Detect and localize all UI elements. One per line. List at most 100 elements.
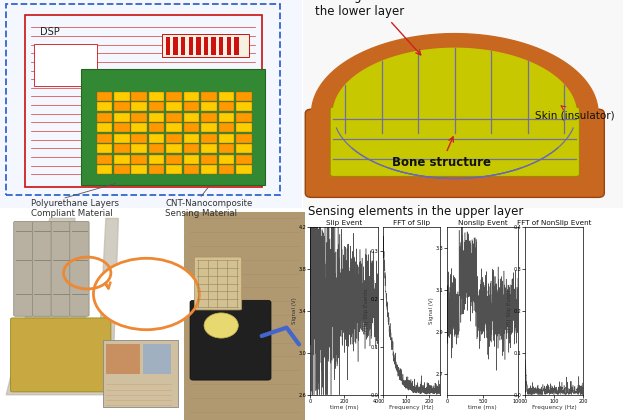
Text: CNT-Nanocomposite
Sensing Material: CNT-Nanocomposite Sensing Material: [165, 199, 252, 218]
FancyBboxPatch shape: [201, 155, 217, 164]
FancyBboxPatch shape: [181, 37, 185, 55]
X-axis label: Frequency (Hz): Frequency (Hz): [389, 405, 434, 410]
FancyBboxPatch shape: [131, 92, 147, 101]
FancyBboxPatch shape: [81, 69, 265, 185]
FancyBboxPatch shape: [97, 113, 112, 122]
FancyBboxPatch shape: [194, 257, 242, 310]
Title: FFT of Slip: FFT of Slip: [393, 220, 430, 226]
FancyBboxPatch shape: [97, 102, 112, 111]
FancyBboxPatch shape: [131, 144, 147, 153]
FancyBboxPatch shape: [219, 144, 234, 153]
Circle shape: [93, 258, 199, 330]
FancyBboxPatch shape: [219, 92, 234, 101]
FancyBboxPatch shape: [201, 134, 217, 143]
FancyBboxPatch shape: [236, 123, 252, 132]
FancyBboxPatch shape: [149, 144, 164, 153]
FancyBboxPatch shape: [149, 155, 164, 164]
Y-axis label: Signal (V): Signal (V): [429, 297, 434, 324]
FancyBboxPatch shape: [149, 134, 164, 143]
Ellipse shape: [204, 313, 238, 338]
FancyBboxPatch shape: [51, 221, 70, 316]
FancyBboxPatch shape: [190, 300, 271, 380]
Text: Polyurethane Layers
Compliant Material: Polyurethane Layers Compliant Material: [31, 199, 119, 218]
FancyBboxPatch shape: [97, 134, 112, 143]
FancyBboxPatch shape: [114, 134, 130, 143]
FancyBboxPatch shape: [14, 221, 33, 316]
Title: Slip Event: Slip Event: [326, 220, 362, 226]
FancyBboxPatch shape: [114, 113, 130, 122]
FancyBboxPatch shape: [173, 37, 178, 55]
FancyBboxPatch shape: [219, 102, 234, 111]
FancyBboxPatch shape: [184, 92, 199, 101]
FancyBboxPatch shape: [149, 123, 164, 132]
FancyBboxPatch shape: [236, 113, 252, 122]
FancyBboxPatch shape: [114, 155, 130, 164]
FancyBboxPatch shape: [184, 113, 199, 122]
FancyBboxPatch shape: [149, 165, 164, 174]
FancyBboxPatch shape: [131, 113, 147, 122]
FancyBboxPatch shape: [236, 102, 252, 111]
FancyBboxPatch shape: [184, 144, 199, 153]
FancyBboxPatch shape: [131, 102, 147, 111]
FancyBboxPatch shape: [114, 102, 130, 111]
Text: Sensing elements in
the lower layer: Sensing elements in the lower layer: [315, 0, 435, 55]
FancyBboxPatch shape: [166, 102, 182, 111]
FancyBboxPatch shape: [219, 165, 234, 174]
FancyBboxPatch shape: [97, 155, 112, 164]
FancyBboxPatch shape: [97, 123, 112, 132]
FancyBboxPatch shape: [236, 134, 252, 143]
FancyBboxPatch shape: [184, 134, 199, 143]
FancyBboxPatch shape: [0, 0, 302, 208]
FancyBboxPatch shape: [305, 109, 604, 197]
FancyBboxPatch shape: [196, 37, 201, 55]
FancyBboxPatch shape: [303, 0, 623, 208]
FancyBboxPatch shape: [330, 107, 579, 176]
Title: FFT of NonSlip Event: FFT of NonSlip Event: [517, 220, 591, 226]
FancyBboxPatch shape: [184, 102, 199, 111]
FancyBboxPatch shape: [166, 165, 182, 174]
FancyBboxPatch shape: [0, 210, 184, 420]
FancyBboxPatch shape: [97, 144, 112, 153]
FancyBboxPatch shape: [103, 340, 178, 407]
FancyBboxPatch shape: [201, 165, 217, 174]
FancyBboxPatch shape: [204, 37, 208, 55]
FancyBboxPatch shape: [219, 37, 224, 55]
Y-axis label: Signal (V): Signal (V): [292, 297, 297, 324]
FancyBboxPatch shape: [131, 134, 147, 143]
Polygon shape: [312, 34, 598, 113]
FancyBboxPatch shape: [114, 144, 130, 153]
FancyBboxPatch shape: [97, 165, 112, 174]
FancyBboxPatch shape: [149, 92, 164, 101]
FancyBboxPatch shape: [236, 165, 252, 174]
FancyBboxPatch shape: [184, 123, 199, 132]
FancyBboxPatch shape: [234, 37, 239, 55]
FancyBboxPatch shape: [236, 155, 252, 164]
FancyBboxPatch shape: [106, 344, 140, 374]
FancyBboxPatch shape: [166, 144, 182, 153]
FancyBboxPatch shape: [166, 92, 182, 101]
FancyBboxPatch shape: [227, 37, 231, 55]
FancyBboxPatch shape: [131, 155, 147, 164]
FancyBboxPatch shape: [11, 318, 111, 392]
FancyBboxPatch shape: [236, 92, 252, 101]
X-axis label: time (ms): time (ms): [330, 405, 358, 410]
FancyBboxPatch shape: [114, 92, 130, 101]
FancyBboxPatch shape: [114, 165, 130, 174]
FancyBboxPatch shape: [32, 221, 52, 316]
FancyBboxPatch shape: [201, 92, 217, 101]
FancyBboxPatch shape: [149, 102, 164, 111]
FancyBboxPatch shape: [184, 155, 199, 164]
FancyBboxPatch shape: [166, 123, 182, 132]
X-axis label: Frequency (Hz): Frequency (Hz): [532, 405, 576, 410]
FancyBboxPatch shape: [219, 123, 234, 132]
FancyBboxPatch shape: [162, 34, 249, 57]
FancyBboxPatch shape: [149, 113, 164, 122]
Y-axis label: |Y(f)| Slip Event: |Y(f)| Slip Event: [506, 289, 512, 332]
FancyBboxPatch shape: [184, 165, 199, 174]
FancyBboxPatch shape: [219, 113, 234, 122]
FancyBboxPatch shape: [219, 155, 234, 164]
FancyBboxPatch shape: [236, 144, 252, 153]
Text: Bone structure: Bone structure: [392, 137, 492, 169]
FancyBboxPatch shape: [70, 221, 89, 316]
FancyBboxPatch shape: [201, 123, 217, 132]
